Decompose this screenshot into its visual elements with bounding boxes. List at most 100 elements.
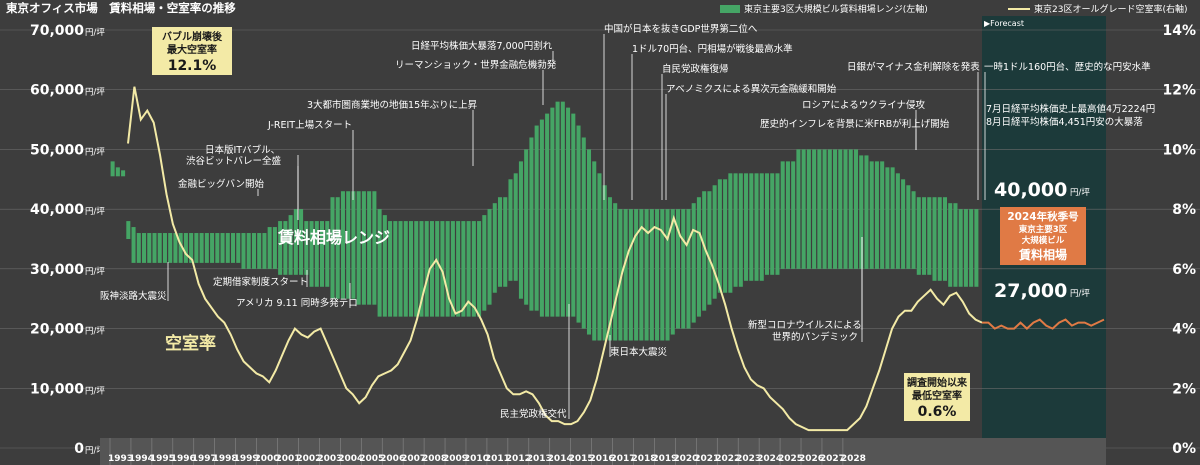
rent-bar: [199, 233, 204, 263]
x-tick-label: 2008: [422, 454, 447, 464]
x-tick-label: 2014: [548, 454, 573, 464]
rent-bar: [466, 221, 471, 317]
y-axis-left: 0 円/坪10,000 円/坪20,000 円/坪30,000 円/坪40,000 円/坪…: [30, 23, 105, 457]
rent-bar: [670, 209, 675, 335]
rent-bar: [675, 209, 681, 329]
forecast-box-line3: 大規模ビル: [1022, 235, 1065, 246]
x-tick-label: 2015: [569, 454, 594, 464]
rent-bar: [529, 137, 534, 311]
rent-bar: [340, 191, 345, 299]
rent-bar: [534, 125, 539, 311]
x-tick-label: 2000: [255, 454, 280, 464]
x-tick-label: 2024: [757, 454, 782, 464]
rent-range-label: 賃料相場レンジ: [277, 228, 390, 247]
lowest-callout-box: [904, 373, 970, 421]
annotation-text: 渋谷ビットバレー全盛: [186, 155, 282, 167]
y-left-tick-label: 20,000: [30, 322, 84, 338]
rent-bar: [497, 197, 503, 287]
rent-bar: [644, 209, 649, 341]
rent-bar: [618, 209, 623, 341]
rent-bar: [717, 179, 722, 293]
rent-bar: [901, 179, 906, 269]
y-right-tick-label: 10%: [1162, 142, 1196, 158]
rent-bar: [555, 101, 560, 317]
rent-bar: [817, 149, 822, 269]
forecast-low-unit: 円/坪: [1070, 289, 1090, 299]
rent-bar: [628, 209, 633, 341]
y-left-tick-label: 70,000: [30, 23, 84, 39]
x-tick-label: 2004: [338, 454, 363, 464]
rent-bar: [707, 191, 712, 305]
annotation-text: ロシアによるウクライナ侵攻: [802, 99, 926, 111]
rent-bar: [419, 221, 424, 317]
rent-bar: [267, 227, 272, 269]
chart-title: 東京オフィス市場 賃料相場・空室率の推移: [6, 1, 236, 15]
bubble-callout-value: 12.1%: [168, 58, 217, 74]
rent-bar: [770, 173, 775, 275]
rent-bar: [723, 179, 728, 293]
y-right-tick-label: 8%: [1172, 202, 1196, 218]
legend: 東京主要3区大規模ビル賃料相場レンジ(左軸) 東京23区オールグレード空室率(右…: [720, 3, 1187, 15]
rent-bar: [560, 101, 565, 317]
rent-bar: [377, 209, 382, 317]
legend-rent-label: 東京主要3区大規模ビル賃料相場レンジ(左軸): [744, 3, 928, 15]
rent-bar: [513, 173, 518, 281]
rent-bar: [963, 209, 968, 287]
x-tick-label: 2022: [715, 454, 740, 464]
rent-bar: [906, 185, 911, 269]
y-left-tick-unit: 円/坪: [85, 88, 105, 98]
rent-bar: [545, 113, 550, 317]
rent-bar: [372, 191, 377, 305]
annotation-text: アベノミクスによる異次元金融緩和開始: [666, 83, 837, 95]
y-right-tick-label: 2%: [1172, 381, 1196, 397]
rent-bar: [518, 161, 523, 299]
rent-bar: [833, 149, 838, 269]
annotation-text: 定期借家制度スタート: [213, 276, 308, 288]
y-right-tick-label: 6%: [1172, 262, 1196, 278]
rent-bar: [110, 161, 115, 177]
rent-bar: [613, 203, 618, 341]
rent-bar: [649, 209, 654, 341]
rent-bar: [660, 209, 665, 341]
rent-bar: [791, 161, 796, 269]
rent-bar: [576, 125, 581, 323]
x-tick-label: 2010: [464, 454, 489, 464]
rent-bar: [225, 233, 230, 263]
x-axis-band: [100, 438, 1106, 465]
rent-bar: [471, 221, 476, 317]
x-tick-label: 2007: [401, 454, 426, 464]
rent-bar: [524, 149, 529, 305]
y-left-tick-unit: 円/坪: [85, 267, 105, 277]
rent-bar: [424, 221, 429, 317]
rent-bar: [890, 167, 895, 269]
y-left-tick-unit: 円/坪: [85, 327, 105, 337]
rent-range-bars: [110, 101, 979, 341]
rent-bar: [822, 149, 827, 269]
rent-bar: [147, 233, 152, 263]
forecast-box-line4: 賃料相場: [1018, 247, 1067, 262]
annotation-text: 日経平均株価大暴落7,000円割れ: [411, 40, 553, 52]
x-tick-label: 2006: [380, 454, 405, 464]
rent-bar: [607, 197, 612, 341]
x-tick-label: 2025: [778, 454, 803, 464]
rent-bar: [162, 233, 167, 263]
rent-bar: [115, 167, 120, 177]
annotation-text: 1ドル70円台、円相場が戦後最高水準: [632, 43, 793, 55]
annotation-text: 一時1ドル160円台、歴史的な円安水準: [984, 61, 1151, 73]
rent-bar: [812, 149, 817, 269]
rent-bar: [911, 191, 916, 269]
forecast-label: ▶Forecast: [984, 19, 1024, 28]
rent-bar: [922, 197, 927, 275]
rent-bar: [173, 233, 178, 263]
x-tick-label: 2012: [506, 454, 531, 464]
annotation-text: 7月日経平均株価史上最高値4万2224円: [986, 103, 1155, 115]
rent-bar: [874, 161, 879, 269]
rent-bar: [754, 173, 759, 281]
rent-bar: [895, 173, 900, 269]
annotation-text: 日本版ITバブル、: [205, 144, 280, 156]
x-tick-label: 1993: [108, 454, 133, 464]
rent-bar: [325, 221, 330, 287]
rent-bar: [885, 167, 890, 269]
lowest-callout-value: 0.6%: [918, 404, 957, 420]
rent-bar: [775, 173, 780, 275]
